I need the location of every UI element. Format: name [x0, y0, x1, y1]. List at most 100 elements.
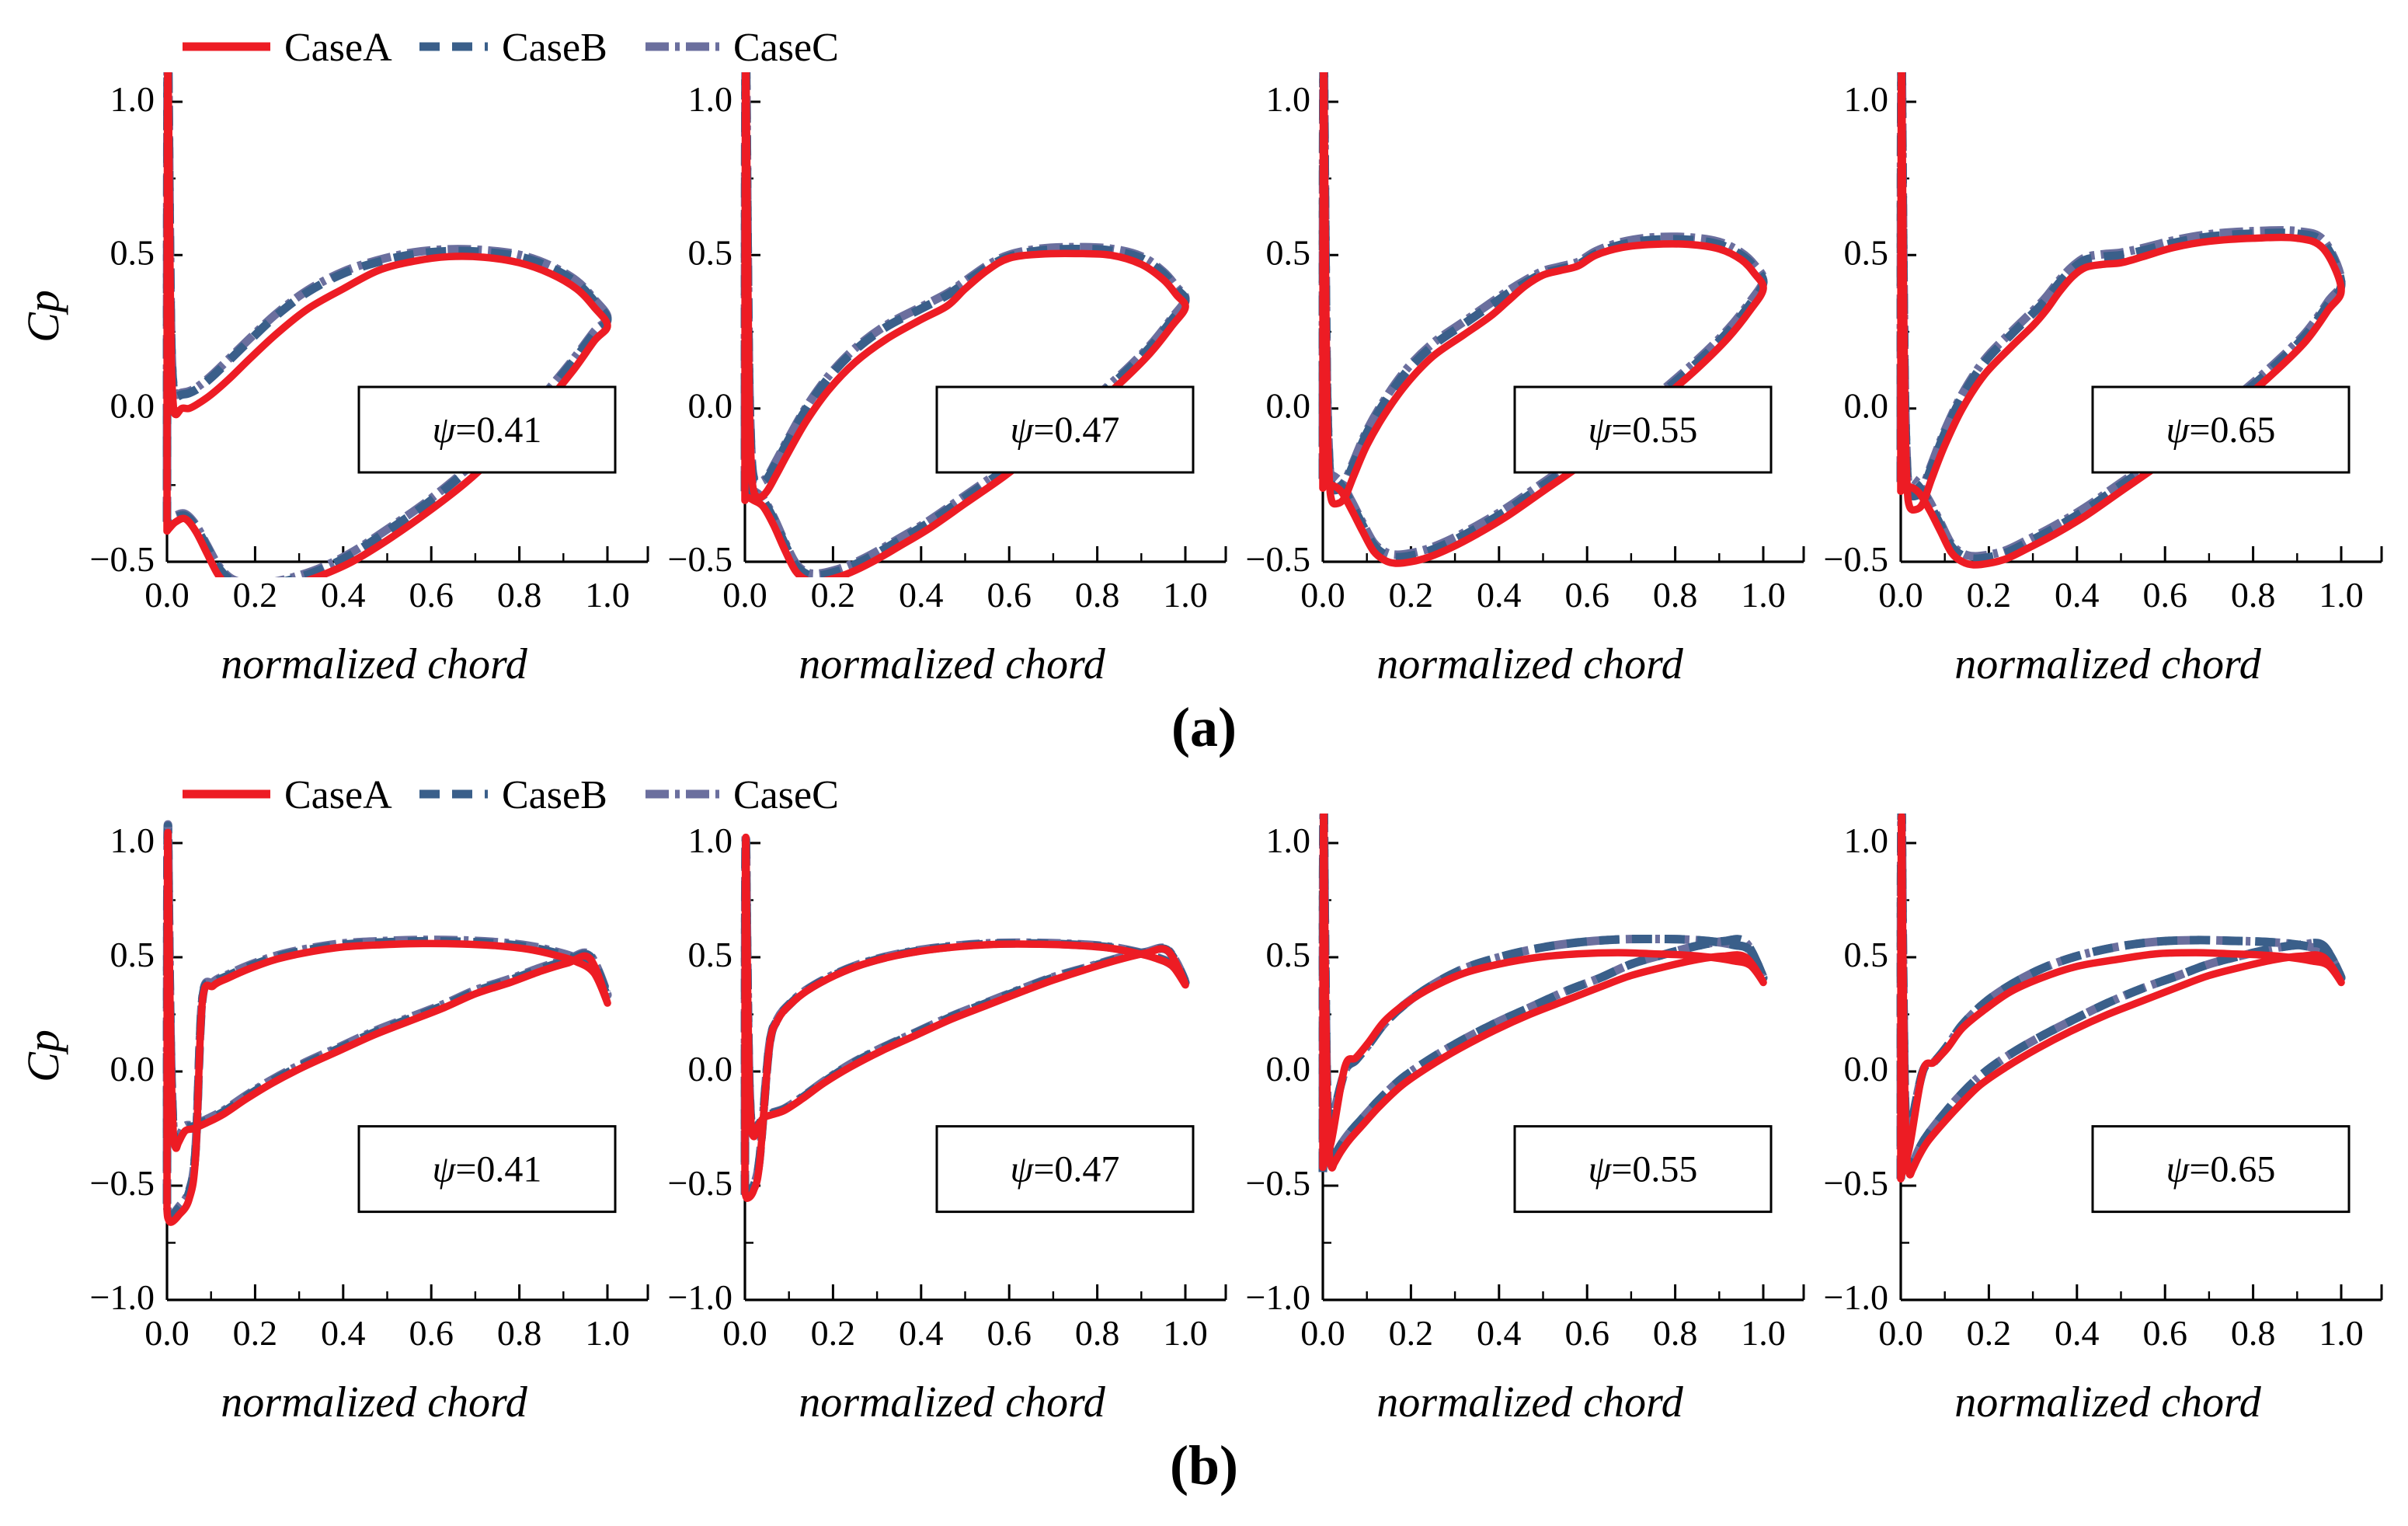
svg-text:0.4: 0.4: [321, 1313, 366, 1353]
svg-text:1.0: 1.0: [1266, 820, 1311, 860]
svg-text:−0.5: −0.5: [90, 1163, 155, 1203]
svg-text:1.0: 1.0: [1844, 79, 1889, 119]
svg-text:1.0: 1.0: [1741, 1313, 1786, 1353]
svg-text:0.2: 0.2: [233, 1313, 278, 1353]
svg-text:0.5: 0.5: [1266, 232, 1311, 272]
svg-text:1.0: 1.0: [2319, 575, 2364, 615]
svg-text:0.5: 0.5: [1266, 935, 1311, 974]
svg-text:0.2: 0.2: [233, 575, 278, 615]
svg-text:ψ=0.41: ψ=0.41: [433, 1149, 542, 1190]
svg-text:normalized chord: normalized chord: [1954, 640, 2262, 688]
svg-text:1.0: 1.0: [2319, 1313, 2364, 1353]
svg-text:ψ=0.65: ψ=0.65: [2166, 1149, 2276, 1190]
svg-text:1.0: 1.0: [1844, 820, 1889, 860]
svg-text:0.5: 0.5: [1844, 935, 1889, 974]
svg-text:0.8: 0.8: [1075, 1313, 1120, 1353]
svg-text:−1.0: −1.0: [668, 1277, 732, 1317]
svg-text:−0.5: −0.5: [1246, 539, 1310, 579]
svg-text:CaseB: CaseB: [502, 773, 607, 817]
svg-text:ψ=0.55: ψ=0.55: [1589, 409, 1698, 451]
svg-text:0.5: 0.5: [688, 232, 733, 272]
svg-text:CaseA: CaseA: [284, 26, 392, 70]
svg-text:0.0: 0.0: [144, 1313, 190, 1353]
svg-text:CaseC: CaseC: [733, 26, 839, 70]
svg-text:0.6: 0.6: [1564, 575, 1609, 615]
svg-text:0.6: 0.6: [2142, 1313, 2187, 1353]
svg-text:−0.5: −0.5: [668, 1163, 732, 1203]
svg-text:−1.0: −1.0: [1824, 1277, 1888, 1317]
svg-text:normalized chord: normalized chord: [799, 640, 1106, 688]
svg-text:Cp: Cp: [18, 290, 68, 343]
svg-text:1.0: 1.0: [585, 575, 630, 615]
svg-text:0.4: 0.4: [2055, 575, 2100, 615]
svg-text:0.2: 0.2: [1967, 575, 2012, 615]
svg-text:ψ=0.47: ψ=0.47: [1011, 409, 1120, 451]
svg-text:0.2: 0.2: [1967, 1313, 2012, 1353]
svg-text:0.5: 0.5: [1844, 232, 1889, 272]
svg-text:0.0: 0.0: [688, 1049, 733, 1089]
svg-text:CaseC: CaseC: [733, 773, 839, 817]
svg-text:−1.0: −1.0: [90, 1277, 155, 1317]
svg-text:0.0: 0.0: [110, 386, 155, 426]
svg-text:(a): (a): [1171, 696, 1237, 758]
svg-text:0.4: 0.4: [321, 575, 366, 615]
svg-text:0.0: 0.0: [1844, 386, 1889, 426]
svg-text:0.8: 0.8: [1653, 575, 1698, 615]
svg-text:0.8: 0.8: [2231, 1313, 2276, 1353]
svg-text:CaseA: CaseA: [284, 773, 392, 817]
svg-text:normalized chord: normalized chord: [799, 1378, 1106, 1427]
svg-text:1.0: 1.0: [688, 79, 733, 119]
svg-text:1.0: 1.0: [688, 820, 733, 860]
svg-text:0.4: 0.4: [1477, 575, 1522, 615]
svg-text:1.0: 1.0: [110, 79, 155, 119]
svg-text:1.0: 1.0: [585, 1313, 630, 1353]
svg-text:0.0: 0.0: [1266, 386, 1311, 426]
svg-text:−0.5: −0.5: [1824, 539, 1888, 579]
svg-text:1.0: 1.0: [110, 820, 155, 860]
svg-text:−0.5: −0.5: [90, 539, 155, 579]
svg-text:1.0: 1.0: [1163, 1313, 1208, 1353]
svg-text:0.0: 0.0: [110, 1049, 155, 1089]
svg-text:normalized chord: normalized chord: [1376, 1378, 1684, 1427]
svg-text:0.0: 0.0: [1844, 1049, 1889, 1089]
svg-text:0.0: 0.0: [722, 575, 767, 615]
svg-text:0.6: 0.6: [987, 1313, 1032, 1353]
svg-text:0.0: 0.0: [144, 575, 190, 615]
svg-text:1.0: 1.0: [1266, 79, 1311, 119]
svg-text:normalized chord: normalized chord: [221, 1378, 528, 1427]
svg-text:0.2: 0.2: [811, 1313, 856, 1353]
svg-text:0.8: 0.8: [497, 1313, 542, 1353]
svg-text:−0.5: −0.5: [668, 539, 732, 579]
svg-text:0.8: 0.8: [1653, 1313, 1698, 1353]
svg-text:0.8: 0.8: [497, 575, 542, 615]
svg-text:0.6: 0.6: [1564, 1313, 1609, 1353]
svg-text:ψ=0.41: ψ=0.41: [433, 409, 542, 451]
svg-text:ψ=0.65: ψ=0.65: [2166, 409, 2276, 451]
svg-text:Cp: Cp: [18, 1030, 68, 1082]
svg-text:0.0: 0.0: [688, 386, 733, 426]
svg-text:0.6: 0.6: [987, 575, 1032, 615]
svg-text:0.6: 0.6: [2142, 575, 2187, 615]
svg-text:normalized chord: normalized chord: [1954, 1378, 2262, 1427]
svg-text:ψ=0.55: ψ=0.55: [1589, 1149, 1698, 1190]
svg-text:−0.5: −0.5: [1824, 1163, 1888, 1203]
svg-text:0.0: 0.0: [1266, 1049, 1311, 1089]
svg-text:0.5: 0.5: [110, 935, 155, 974]
svg-text:0.0: 0.0: [1878, 575, 1923, 615]
svg-text:−0.5: −0.5: [1246, 1163, 1310, 1203]
svg-text:CaseB: CaseB: [502, 26, 607, 70]
svg-text:0.5: 0.5: [110, 232, 155, 272]
svg-text:0.2: 0.2: [1389, 575, 1434, 615]
svg-text:1.0: 1.0: [1163, 575, 1208, 615]
svg-text:0.6: 0.6: [409, 575, 454, 615]
svg-text:0.2: 0.2: [1389, 1313, 1434, 1353]
svg-text:(b): (b): [1170, 1434, 1238, 1496]
svg-text:0.0: 0.0: [722, 1313, 767, 1353]
svg-text:0.8: 0.8: [1075, 575, 1120, 615]
svg-text:0.5: 0.5: [688, 935, 733, 974]
svg-text:0.0: 0.0: [1300, 1313, 1345, 1353]
svg-text:0.8: 0.8: [2231, 575, 2276, 615]
svg-text:0.4: 0.4: [899, 1313, 944, 1353]
svg-text:ψ=0.47: ψ=0.47: [1011, 1149, 1120, 1190]
svg-text:normalized chord: normalized chord: [1376, 640, 1684, 688]
